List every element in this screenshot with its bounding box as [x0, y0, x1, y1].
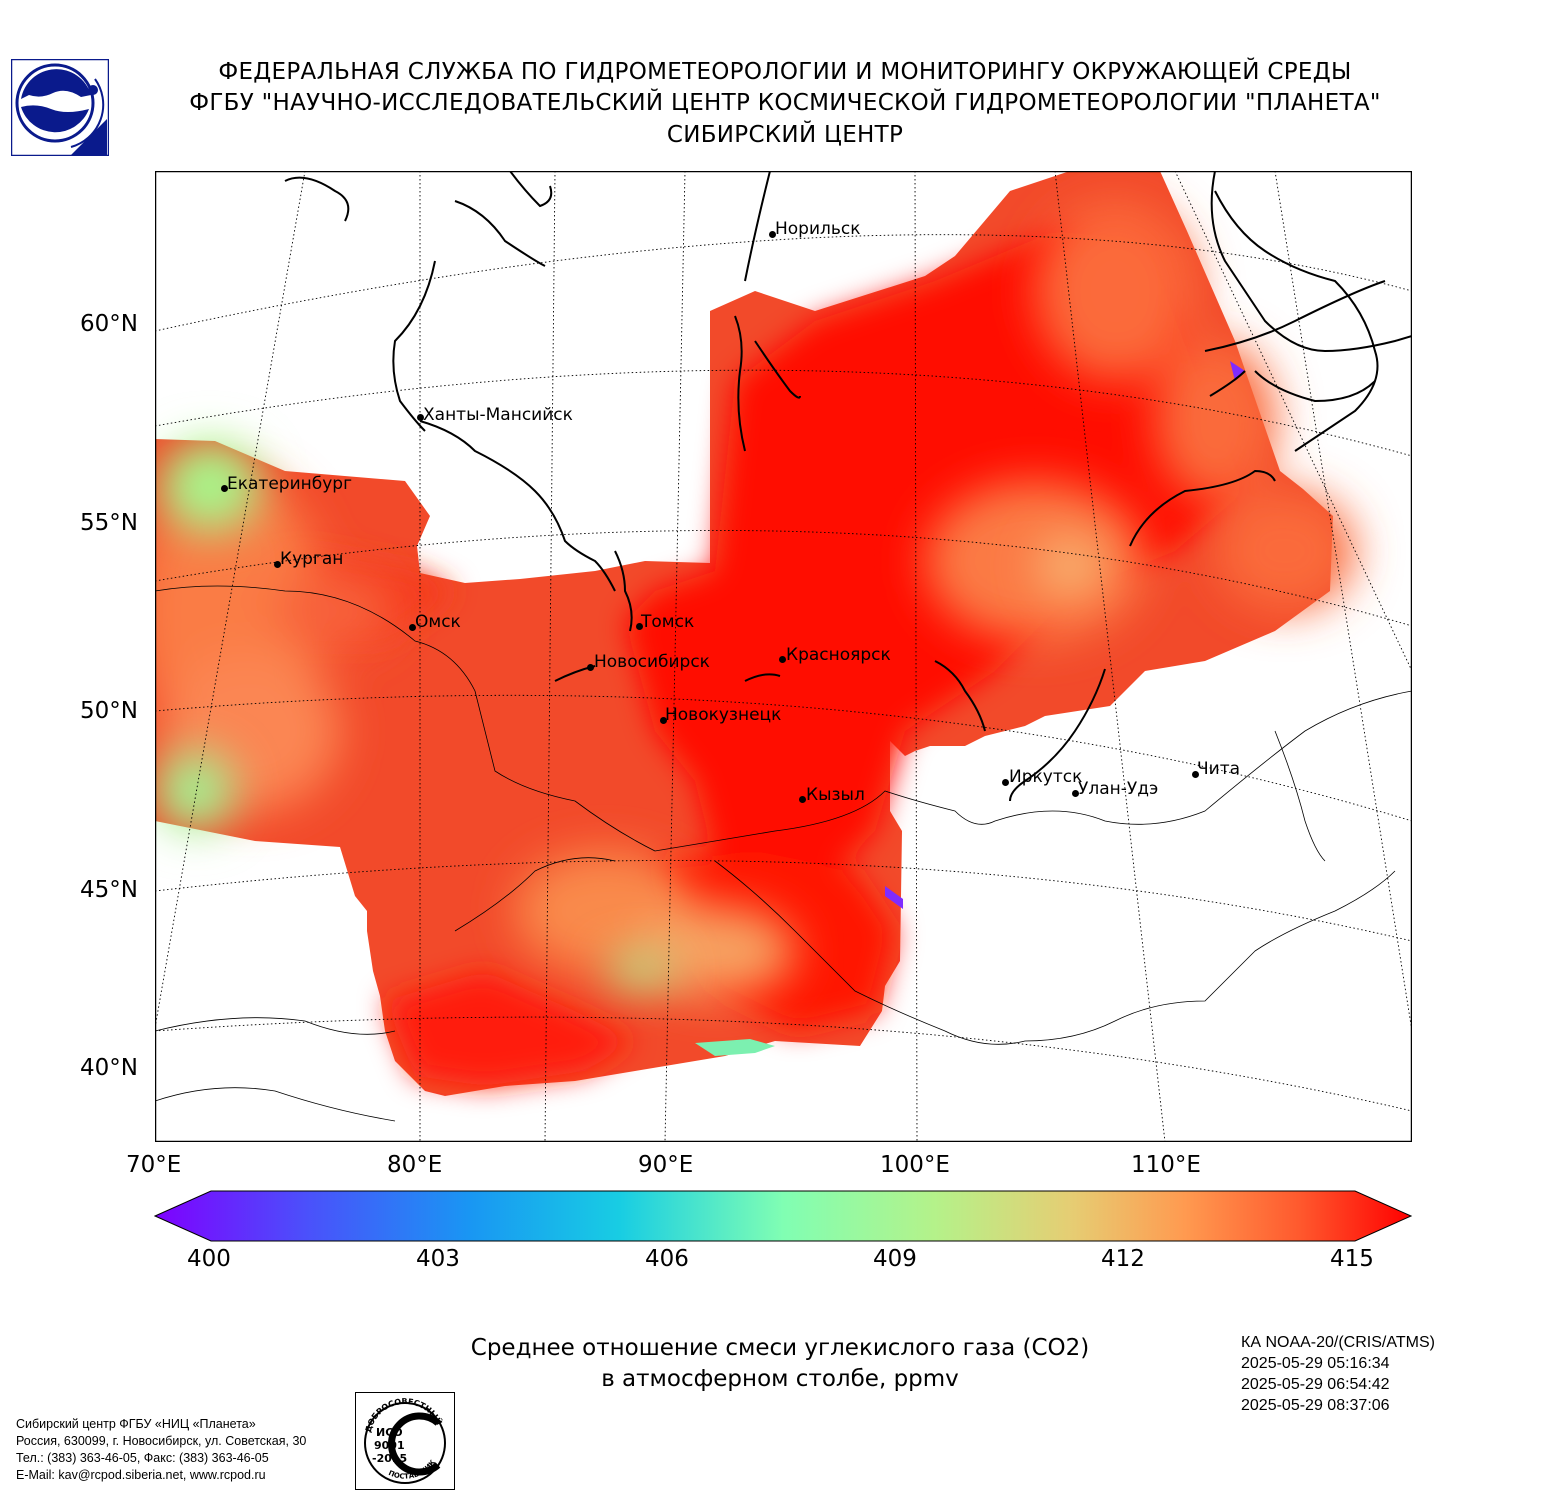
colorbar-gradient: [153, 1190, 1413, 1242]
rivers-and-coasts: [284, 171, 1412, 802]
lat-label: 40°N: [80, 1055, 138, 1081]
contact-line: Россия, 630099, г. Новосибирск, ул. Сове…: [16, 1434, 307, 1448]
lat-label: 60°N: [80, 311, 138, 337]
city-marker: [1192, 771, 1199, 778]
city-label: Иркутск: [1009, 767, 1083, 787]
colorbar-tick: 403: [416, 1246, 460, 1272]
map-canvas: [154, 170, 1413, 1143]
co2-map: [154, 170, 1413, 1143]
contact-line: Тел.: (383) 363-46-05, Факс: (383) 363-4…: [16, 1451, 269, 1465]
city-label: Омск: [415, 612, 461, 632]
map-caption-line-2: в атмосферном столбе, ppmv: [601, 1366, 959, 1392]
lon-label: 90°E: [638, 1152, 694, 1178]
city-label: Улан-Удэ: [1078, 779, 1159, 799]
contact-line: Сибирский центр ФГБУ «НИЦ «Планета»: [16, 1417, 256, 1431]
header-line-1: ФЕДЕРАЛЬНАЯ СЛУЖБА ПО ГИДРОМЕТЕОРОЛОГИИ …: [218, 59, 1352, 85]
city-label: Норильск: [775, 219, 861, 239]
lon-label: 80°E: [387, 1152, 443, 1178]
contact-line: E-Mail: kav@rcpod.siberia.net, www.rcpod…: [16, 1468, 266, 1482]
city-marker: [409, 624, 416, 631]
city-marker: [799, 796, 806, 803]
city-label: Курган: [280, 549, 344, 569]
satellite-name: КА NOAA-20/(CRIS/ATMS): [1241, 1334, 1435, 1351]
iso-stamp-line-1: ИСО: [376, 1426, 403, 1439]
city-label: Томск: [641, 612, 695, 632]
co2-mid-patches: [155, 201, 1355, 996]
lon-label: 110°E: [1131, 1152, 1201, 1178]
iso-certification-stamp: ДОБРОСОВЕСТНЫЙ ПОСТАВЩИК ИСО 9001 -2015: [355, 1392, 455, 1490]
city-marker: [587, 664, 594, 671]
city-marker: [636, 623, 643, 630]
lat-label: 55°N: [80, 510, 138, 536]
colorbar-tick: 406: [645, 1246, 689, 1272]
city-label: Екатеринбург: [227, 474, 353, 494]
satellite-time: 2025-05-29 06:54:42: [1241, 1376, 1390, 1393]
city-label: Ханты-Мансийск: [423, 405, 573, 425]
city-marker: [769, 231, 776, 238]
satellite-time: 2025-05-29 05:16:34: [1241, 1355, 1390, 1372]
header-line-3: СИБИРСКИЙ ЦЕНТР: [666, 122, 904, 148]
iso-stamp-line-3: -2015: [372, 1452, 407, 1465]
header-line-2: ФГБУ "НАУЧНО-ИССЛЕДОВАТЕЛЬСКИЙ ЦЕНТР КОС…: [189, 90, 1381, 116]
city-marker: [660, 717, 667, 724]
co2-outlier-spot: [885, 886, 903, 909]
city-marker: [274, 561, 281, 568]
city-label: Новосибирск: [594, 652, 710, 672]
organization-logo: [10, 58, 110, 157]
city-label: Чита: [1197, 759, 1241, 779]
country-borders: [155, 585, 1412, 1122]
lon-label: 100°E: [880, 1152, 950, 1178]
colorbar-tick: 400: [187, 1246, 231, 1272]
lat-label: 50°N: [80, 698, 138, 724]
lat-label: 45°N: [80, 877, 138, 903]
co2-outlier-spot: [1230, 361, 1245, 381]
co2-low-spot: [695, 1039, 775, 1056]
city-marker: [1002, 779, 1009, 786]
colorbar-tick: 409: [873, 1246, 917, 1272]
iso-stamp-line-2: 9001: [374, 1439, 405, 1452]
city-marker: [417, 414, 424, 421]
colorbar: [153, 1190, 1413, 1242]
city-label: Новокузнецк: [665, 705, 782, 725]
graticule: [155, 171, 1412, 1142]
lon-label: 70°E: [126, 1152, 182, 1178]
city-marker: [779, 656, 786, 663]
roshydromet-emblem-icon: [10, 58, 110, 157]
city-label: Красноярск: [786, 645, 891, 665]
colorbar-tick: 412: [1101, 1246, 1145, 1272]
city-label: Кызыл: [806, 785, 865, 805]
city-marker: [221, 485, 228, 492]
co2-low-patches: [155, 441, 1105, 989]
map-frame: [154, 170, 1413, 1143]
colorbar-tick: 415: [1330, 1246, 1374, 1272]
map-caption-line-1: Среднее отношение смеси углекислого газа…: [470, 1335, 1090, 1361]
iso-stamp-icon: ДОБРОСОВЕСТНЫЙ ПОСТАВЩИК ИСО 9001 -2015: [364, 1397, 446, 1484]
city-marker: [1072, 790, 1079, 797]
satellite-time: 2025-05-29 08:37:06: [1241, 1397, 1390, 1414]
